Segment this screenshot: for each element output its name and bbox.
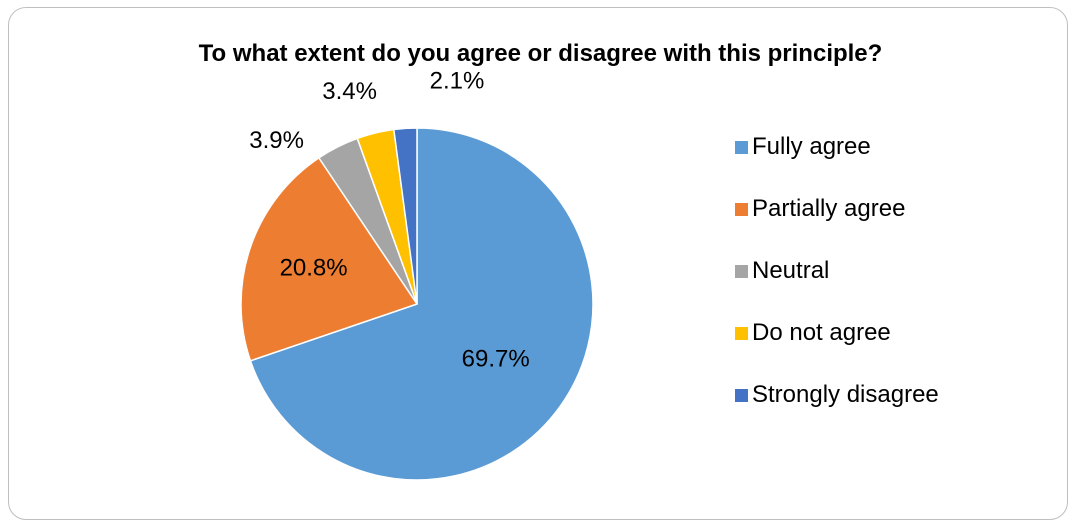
legend-item: Partially agree (735, 178, 939, 240)
data-label: 69.7% (462, 346, 530, 373)
legend-swatch (735, 388, 748, 402)
legend-item: Do not agree (735, 302, 939, 364)
data-label: 3.9% (249, 127, 304, 154)
chart-title: To what extent do you agree or disagree … (198, 40, 883, 67)
legend-label: Fully agree (752, 133, 871, 160)
legend: Fully agree Partially agree Neutral Do n… (735, 116, 939, 426)
legend-label: Do not agree (752, 319, 891, 346)
legend-swatch (735, 140, 748, 154)
pie-slice-partially-agree (240, 156, 419, 362)
legend-label: Neutral (752, 257, 830, 284)
pie-slice-strongly-disagree (392, 127, 418, 305)
legend-label: Strongly disagree (752, 381, 939, 408)
pie-slice-fully-agree (249, 127, 594, 481)
legend-item: Fully agree (735, 116, 939, 178)
data-label: 2.1% (430, 68, 485, 95)
data-label: 3.4% (322, 78, 377, 105)
data-label: 20.8% (280, 254, 348, 281)
legend-item: Neutral (735, 240, 939, 302)
legend-item: Strongly disagree (735, 364, 939, 426)
legend-swatch (735, 202, 748, 216)
legend-label: Partially agree (752, 195, 906, 222)
legend-swatch (735, 264, 748, 278)
legend-swatch (735, 326, 748, 340)
